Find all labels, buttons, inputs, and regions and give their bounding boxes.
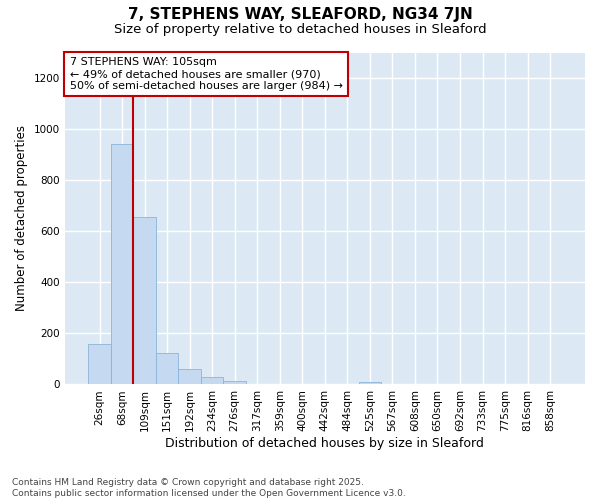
Bar <box>88 344 111 384</box>
Bar <box>223 380 246 384</box>
Bar <box>178 369 201 384</box>
X-axis label: Distribution of detached houses by size in Sleaford: Distribution of detached houses by size … <box>166 437 484 450</box>
Bar <box>133 217 156 384</box>
Bar <box>359 382 381 384</box>
Bar <box>201 377 223 384</box>
Text: 7 STEPHENS WAY: 105sqm
← 49% of detached houses are smaller (970)
50% of semi-de: 7 STEPHENS WAY: 105sqm ← 49% of detached… <box>70 58 343 90</box>
Bar <box>111 144 133 384</box>
Text: Size of property relative to detached houses in Sleaford: Size of property relative to detached ho… <box>113 22 487 36</box>
Bar <box>156 352 178 384</box>
Y-axis label: Number of detached properties: Number of detached properties <box>15 126 28 312</box>
Text: 7, STEPHENS WAY, SLEAFORD, NG34 7JN: 7, STEPHENS WAY, SLEAFORD, NG34 7JN <box>128 8 472 22</box>
Text: Contains HM Land Registry data © Crown copyright and database right 2025.
Contai: Contains HM Land Registry data © Crown c… <box>12 478 406 498</box>
